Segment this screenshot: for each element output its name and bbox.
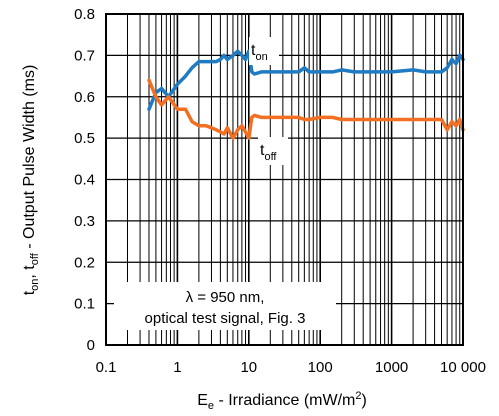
- y-tick-label: 0.1: [74, 296, 95, 313]
- plot-frame: [105, 13, 464, 346]
- x-tick-label: 0.1: [96, 359, 117, 376]
- x-axis-label: Ee - Irradiance (mW/m2): [197, 390, 367, 412]
- x-tick-label: 10 000: [440, 359, 486, 376]
- y-tick-label: 0: [87, 337, 95, 354]
- y-tick-label: 0.3: [74, 213, 95, 230]
- tick-labels: 00.10.20.30.40.50.60.70.80.1 1 10 100 1000 10…: [74, 6, 486, 376]
- x-tick-label: 1: [173, 359, 181, 376]
- ton-label-bg: [249, 37, 279, 65]
- series-line-ton: [147, 49, 465, 111]
- ton-label: ton: [251, 42, 268, 63]
- y-tick-label: 0.8: [74, 6, 95, 23]
- y-tick-label: 0.7: [74, 47, 95, 64]
- annotation-line-1: λ = 950 nm,: [186, 289, 265, 306]
- series-layer: [147, 49, 465, 140]
- annotation-line-2: optical test signal, Fig. 3: [145, 310, 306, 327]
- series-line-toff: [147, 78, 465, 140]
- annotation-box: [114, 282, 336, 330]
- y-axis-label: ton, toff - Output Pulse Width (ms): [21, 65, 41, 296]
- toff-label-bg: [258, 137, 288, 165]
- x-tick-label: 1000: [375, 359, 408, 376]
- y-tick-label: 0.6: [74, 89, 95, 106]
- x-tick-label: 100: [308, 359, 333, 376]
- toff-label: toff: [260, 142, 277, 163]
- y-tick-label: 0.5: [74, 130, 95, 147]
- y-tick-label: 0.2: [74, 254, 95, 271]
- y-tick-label: 0.4: [74, 172, 95, 189]
- x-tick-label: 10: [240, 359, 257, 376]
